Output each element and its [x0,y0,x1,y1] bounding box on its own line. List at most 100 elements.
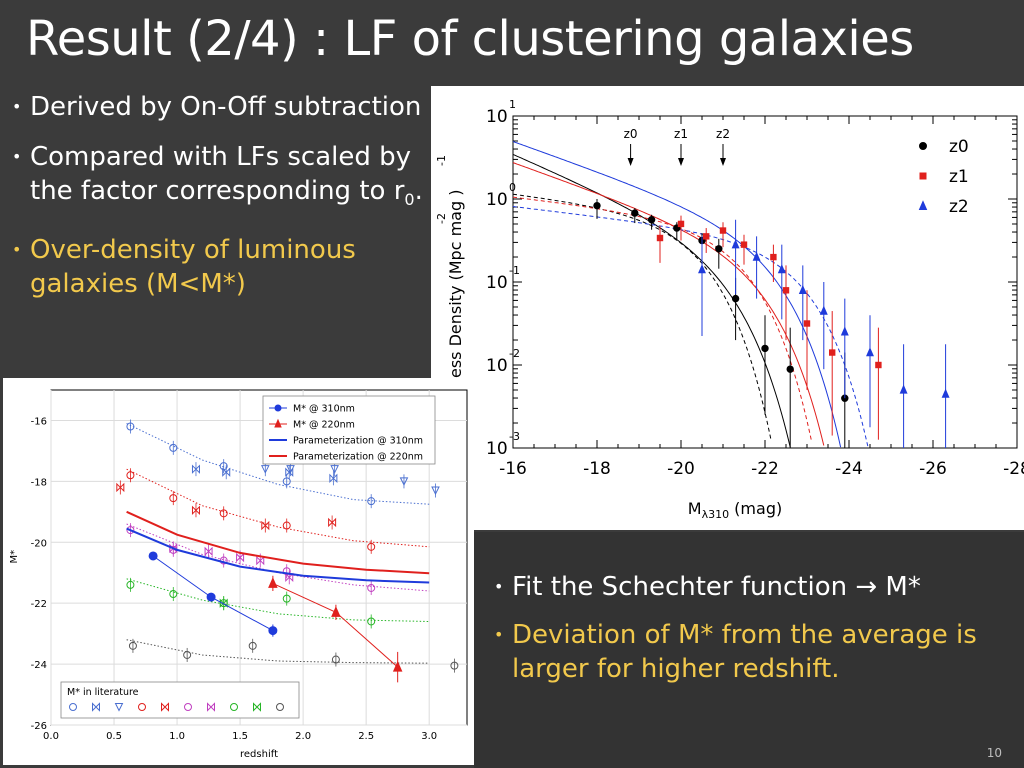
mz-y-tick-label: -24 [31,660,47,671]
mz-literature-point [399,477,409,486]
lf-point-z2 [731,239,740,249]
mz-y-tick-label: -22 [31,599,47,610]
lf-series-z0 [593,199,849,448]
mz-x-axis-label: redshift [240,749,278,760]
lf-y-tick-exponent: -3 [509,430,520,443]
mz-literature-legend-marker [230,703,238,711]
mz-legend-top: M* @ 310nm M* @ 220nm Parameterization @ 3… [262,395,436,465]
lf-point-z0 [786,365,794,373]
mz-literature-series [126,419,376,509]
mz-literature-curve [126,639,430,664]
mz-literature-legend-marker [138,703,146,711]
lf-point-z2 [777,264,786,274]
mstar-redshift-svg: 0.0 0.5 1.0 1.5 2.0 2.5 3.0 -16 -18 -20 -22 -24 -26 r… [9,389,468,760]
mz-y-axis-label: M* [9,550,20,564]
mz-legend-label: M* @ 310nm [293,404,355,415]
lf-x-axis-label: Mλ310 (mag) [688,499,782,521]
mz-x-tick-label: 3.0 [421,731,437,742]
lf-arrow-label: z2 [716,127,730,141]
lf-point-z2 [698,264,706,274]
lf-x-tick-label: -28 [1003,459,1024,479]
bullet-dot: • [494,625,504,644]
mz-literature-point [286,465,295,474]
lf-point-z2 [840,326,849,336]
mz-literature-legend-marker [184,703,192,711]
mz-legend-label: M* @ 220nm [293,420,355,431]
mz-literature-point [183,650,192,659]
mz-literature-legend-marker [92,702,100,712]
lf-fit-solid-z2 [512,141,842,448]
lf-series-z2 [698,219,950,448]
mz-legend-marker [274,404,282,412]
bullet-dot: • [494,577,504,596]
mz-literature-point [222,467,231,477]
bullet-deviation: • Deviation of M* from the average is la… [490,618,1010,686]
lf-legend-label: z0 [949,137,969,157]
lf-point-z0 [731,294,740,303]
lf-x-tick-label: -26 [919,459,947,479]
mz-literature-legend-box [60,681,300,719]
mz-x-tick-label: 2.0 [295,731,311,742]
lf-y-tick-label: 10 [486,107,508,127]
lf-point-z0 [715,245,723,253]
mz-literature-point [128,641,137,650]
mz-literature-point [116,482,125,493]
lf-point-z0 [593,201,601,210]
luminosity-function-svg: -16-18-20-22-24-26-2810110010-110-210-3M… [435,98,1024,521]
mz-literature-legend-marker [276,703,284,711]
mz-measured-point [331,606,341,617]
mz-literature-point [248,641,257,650]
bullet-dot: • [12,147,22,166]
lf-point-z2 [752,251,761,261]
lf-arrow-head [627,158,634,166]
mz-x-tick-label: 1.5 [232,731,248,742]
lf-y-tick-exponent: -2 [509,347,520,360]
lf-y-tick-exponent: 0 [509,181,516,194]
lf-point-z0 [761,344,769,353]
bullet-onoff: • Derived by On-Off subtraction [8,90,428,124]
lf-y-axis-label: ess Density (Mpc mag ) [446,190,465,378]
mz-literature-point [282,594,291,603]
mz-literature-point [126,471,135,480]
mz-measured-point [206,592,216,602]
mz-legend-box [262,395,436,465]
lf-point-z2 [819,305,828,315]
lf-y-tick-label: 10 [486,190,508,210]
mz-literature-series [128,638,459,673]
mz-measured-point [268,577,278,588]
right-bullet-list: • Fit the Schechter function → M* • Devi… [490,570,1010,700]
mz-y-tick-label: -26 [31,721,47,732]
lf-legend-marker-z0 [919,142,927,150]
mz-literature-curve [126,578,430,622]
lf-legend-label: z1 [949,167,969,187]
mz-legend-label: Parameterization @ 310nm [293,436,423,447]
lf-point-z1 [740,241,748,248]
mz-literature-point [367,497,376,506]
lf-arrow-label: z1 [674,127,688,141]
lf-fit-solid-z1 [512,162,825,446]
bullet-suffix: . [414,176,423,206]
mz-literature-point [367,542,376,551]
mz-literature-legend-marker [207,702,215,712]
lf-x-tick-label: -20 [667,459,695,479]
lf-point-z2 [899,384,908,394]
mz-literature-legend-marker [253,702,261,712]
lf-arrow-label: z0 [624,127,638,141]
lf-series-z1 [656,215,882,440]
lf-fit-dashed-z0 [512,193,772,442]
lf-y-tick-label: 10 [486,273,508,293]
mz-literature-point [126,526,135,535]
lf-arrow-head [678,158,684,166]
mz-parameterization-line [126,527,430,584]
mz-literature-series [126,468,376,554]
mz-legend-label: Parameterization @ 220nm [293,452,423,463]
mz-measured-point [268,626,278,636]
lf-point-z1 [875,361,882,369]
right-text-box [474,532,1024,768]
mz-literature-legend-marker [161,702,169,712]
lf-point-z0 [631,209,639,217]
lf-x-tick-label: -24 [835,459,863,479]
page-number: 10 [986,746,1002,760]
bullet-dot: • [12,240,22,260]
mz-literature-point [282,521,291,530]
